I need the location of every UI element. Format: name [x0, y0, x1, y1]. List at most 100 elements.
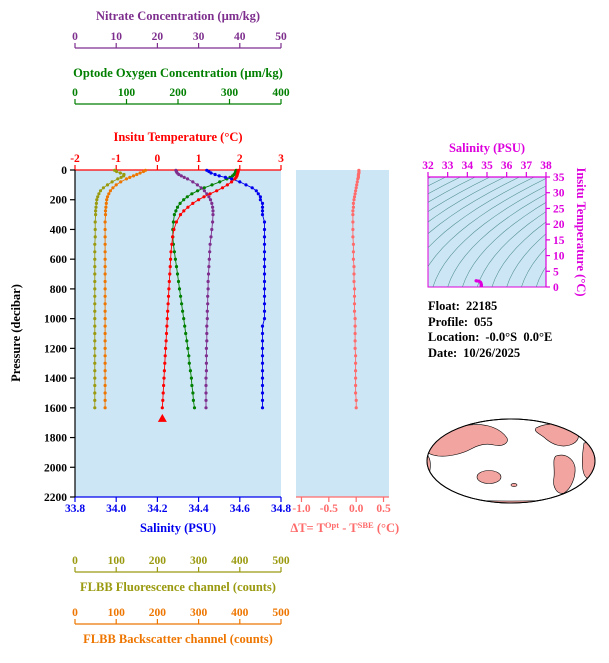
fluorescence-tick-label: 300 [190, 555, 208, 567]
backscatter-axis: 0 100 200 300 400 500 [72, 607, 290, 625]
oxygen-tick-label: 100 [118, 87, 136, 99]
backscatter-tick-label: 500 [272, 607, 290, 619]
delta_t-tick-label: -1.0 [292, 503, 310, 515]
map-land-australia [476, 470, 502, 484]
ts-temperature-axis: 0 5 10 15 20 25 30 35 [545, 172, 565, 294]
backscatter-tick-label: 100 [108, 607, 126, 619]
pressure-tick-label: 400 [50, 224, 68, 236]
map-land-africa [582, 442, 595, 479]
profile-curves-group [93, 168, 361, 422]
ts_salinity-tick-label: 35 [481, 160, 493, 172]
pressure-tick-label: 200 [50, 195, 68, 207]
nitrate-tick-label: 40 [234, 31, 246, 43]
fluorescence-tick-label: 500 [272, 555, 290, 567]
temperature-axis-title: Insitu Temperature (°C) [113, 130, 242, 144]
salinity-tick-label: 34.8 [271, 503, 291, 515]
nitrate-tick-label: 30 [193, 31, 205, 43]
pressure-tick-label: 1400 [44, 373, 67, 385]
backscatter-tick-label: 300 [190, 607, 208, 619]
salinity-tick-label: 34.0 [106, 503, 126, 515]
pressure-tick-label: 0 [61, 165, 67, 177]
salinity-axis: 33.8 34.0 34.2 34.4 34.6 34.8 [65, 496, 291, 515]
oxygen-axis-title: Optode Oxygen Concentration (µm/kg) [73, 66, 283, 80]
oxygen-tick-label: 300 [221, 87, 239, 99]
ts-salinity-axis-title: Salinity (PSU) [449, 141, 525, 155]
pressure-axis: 0 200 400 600 800 1000 1200 1400 1600 1800 2000 220… [44, 165, 76, 504]
oxygen-tick-label: 0 [72, 87, 78, 99]
profile-salinity [205, 168, 267, 410]
pressure-tick-label: 800 [50, 284, 68, 296]
profile-nitrate [174, 168, 215, 410]
ts_salinity-tick-label: 33 [442, 160, 454, 172]
temperature-tick-label: 1 [196, 153, 202, 165]
float-info-float: Float: 22185 [428, 299, 552, 315]
nitrate-tick-label: 50 [275, 31, 287, 43]
fluorescence-tick-label: 200 [149, 555, 167, 567]
profile-label: Profile: [428, 314, 469, 329]
world-map [426, 418, 596, 504]
date-value: 10/26/2025 [463, 345, 521, 360]
delta-t-panel [296, 170, 389, 497]
fluorescence-tick-label: 0 [72, 555, 78, 567]
profile-value: 055 [474, 314, 493, 329]
pressure-tick-label: 2200 [44, 492, 67, 504]
location-label: Location: [428, 330, 480, 344]
ts_salinity-tick-label: 37 [521, 160, 533, 172]
ts-temperature-axis-title: Insitu Temperature (°C) [574, 167, 588, 296]
nitrate-tick-label: 20 [152, 31, 164, 43]
salinity-axis-title: Salinity (PSU) [140, 521, 216, 535]
profile-fluorescence [93, 168, 126, 410]
pressure-tick-label: 1000 [44, 314, 67, 326]
salinity-tick-label: 34.2 [147, 503, 167, 515]
temperature-end-marker [157, 413, 167, 422]
ts-profile-points [474, 279, 483, 287]
delta_t-tick-label: 0.5 [376, 503, 391, 515]
ts-temperature-tick-label: 25 [553, 203, 565, 215]
ts_salinity-tick-label: 34 [462, 160, 474, 172]
delta_t-tick-label: 0.0 [349, 503, 364, 515]
ts-isopycnal-contours [428, 177, 546, 287]
oxygen-tick-label: 200 [169, 87, 187, 99]
ts-temperature-tick-label: 0 [553, 282, 559, 294]
pressure-tick-label: 2000 [44, 462, 67, 474]
date-label: Date: [428, 345, 458, 360]
oxygen-axis: 0 100 200 300 400 [72, 87, 290, 105]
location-value: -0.0°S 0.0°E [485, 330, 553, 344]
map-land-south-america [553, 454, 576, 494]
ts-diagram-panel [427, 176, 547, 288]
backscatter-tick-label: 0 [72, 607, 78, 619]
ts-temperature-tick-label: 30 [553, 188, 565, 200]
ts-temperature-tick-label: 20 [553, 219, 565, 231]
nitrate-axis: 0 10 20 30 40 50 [72, 31, 287, 49]
fluorescence-axis-title: FLBB Fluorescence channel (counts) [80, 580, 276, 594]
main-profile-panel [75, 170, 281, 497]
temperature-tick-label: 0 [155, 153, 161, 165]
salinity-tick-label: 34.4 [189, 503, 209, 515]
axes-group: 0 10 20 30 40 500 100 200 300 400-2 -1 0 1 2 333.8 34.0… [44, 31, 565, 625]
ts_salinity-tick-label: 38 [540, 160, 552, 172]
nitrate-axis-title: Nitrate Concentration (µm/kg) [96, 9, 260, 23]
backscatter-tick-label: 200 [149, 607, 167, 619]
nitrate-tick-label: 10 [110, 31, 122, 43]
ts-temperature-tick-label: 10 [553, 251, 565, 263]
ts-diagram-content [428, 177, 546, 287]
pressure-tick-label: 1600 [44, 403, 67, 415]
backscatter-axis-title: FLBB Backscatter channel (counts) [83, 632, 273, 646]
profile-temperature [157, 168, 240, 422]
nitrate-tick-label: 0 [72, 31, 78, 43]
pressure-tick-label: 600 [50, 254, 68, 266]
delta_t-axis: -1.0 -0.5 0.0 0.5 [292, 496, 391, 515]
temperature-tick-label: 3 [278, 153, 284, 165]
ts-temperature-tick-label: 15 [553, 235, 565, 247]
fluorescence-tick-label: 100 [108, 555, 126, 567]
float-label: Float: [428, 299, 460, 313]
profile-delta-t [351, 168, 361, 410]
salinity-tick-label: 33.8 [65, 503, 85, 515]
temperature-axis: -2 -1 0 1 2 3 [70, 153, 284, 171]
ts_salinity-tick-label: 32 [422, 160, 434, 172]
float-info-date: Date: 10/26/2025 [428, 346, 552, 362]
temperature-tick-label: 2 [237, 153, 243, 165]
map-outline [426, 418, 596, 504]
